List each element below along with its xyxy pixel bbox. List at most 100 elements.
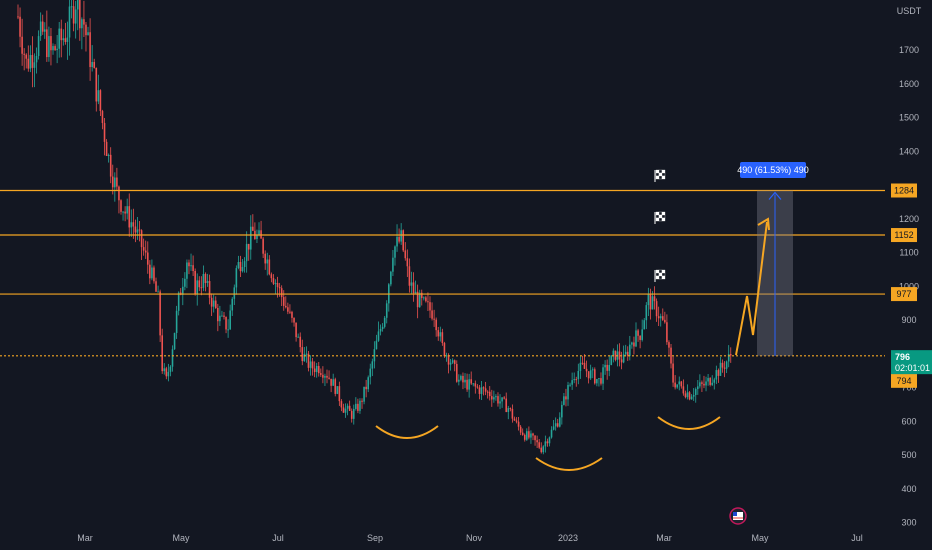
candle-body [169,366,172,372]
candle-body [132,222,135,227]
candle-body [70,6,73,8]
candle-body [326,375,328,378]
flag-square [661,169,666,174]
candle-body [713,379,716,383]
candle-body [79,0,81,29]
candle-body [505,398,508,413]
candle-body [361,400,363,402]
candle-body [122,211,124,213]
candle-body [729,354,732,356]
candle-body [668,342,670,348]
candle-body [346,405,349,409]
candle-body [293,317,295,323]
candle-body [48,36,50,58]
candle-body [120,200,122,212]
candle-body [315,365,318,373]
candle-body [313,368,316,373]
level-price-label: 794 [896,376,911,386]
candle-body [439,332,442,337]
candle-body [402,230,405,251]
flag-square [655,214,660,219]
candle-body [573,379,575,381]
candle-body [633,342,635,347]
candle-body [338,386,341,402]
candle-body [153,267,155,282]
projection-arrow-head [768,191,782,200]
candle-body [416,291,419,308]
y-tick-label: 300 [901,518,916,528]
candle-body [186,262,188,279]
candle-body [536,440,538,443]
candle-body [208,281,211,298]
candle-body [705,381,707,386]
candle-body [711,382,714,385]
candle-body [497,396,499,404]
candle-body [501,397,503,402]
candle-body [173,332,176,350]
candle-body [359,400,361,411]
candle-body [307,353,310,368]
candle-body [320,373,322,375]
candle-body [412,282,415,294]
candle-body [425,297,427,302]
candle-body [575,379,578,381]
candle-body [515,420,518,422]
candle-body [383,317,386,327]
projection-label: 490 (61.53%) 490 [737,165,809,175]
candle-body [105,141,108,157]
candle-body [272,278,275,284]
candle-body [546,441,549,444]
x-tick-label: Jul [272,533,284,543]
flag-square [655,272,660,277]
candle-body [235,268,238,288]
candle-body [157,291,159,293]
flag-square [661,211,666,216]
candle-body [694,389,697,395]
flag-square [661,172,666,177]
candle-body [334,379,337,394]
candle-body [507,408,510,413]
candle-body [468,379,470,390]
candle-body [577,370,580,380]
candle-body [144,250,147,253]
candle-body [233,287,236,299]
x-tick-label: Sep [367,533,383,543]
candle-body [25,54,28,59]
flag-square [658,272,663,277]
candle-body [74,9,77,24]
candle-body [598,378,600,380]
level-price-badge [891,183,917,198]
candle-body [155,281,157,292]
candle-body [328,377,330,379]
candle-body [163,368,166,372]
candle-body [217,308,219,322]
candle-body [519,426,522,433]
candle-body [591,369,594,371]
candle-body [340,401,343,408]
candle-body [554,423,557,427]
candle-body [532,433,534,436]
flag-square [655,169,660,174]
candle-body [511,408,514,419]
candle-body [58,28,60,49]
candle-body [332,379,334,386]
candle-body [526,431,528,440]
candle-body [305,353,308,355]
candle-body [449,362,452,365]
candle-body [289,311,291,313]
candle-body [39,21,42,37]
candle-body [264,253,266,264]
candle-body [303,354,306,362]
candle-body [151,267,153,279]
candle-body [46,29,48,58]
candle-body [282,297,285,306]
candle-body [453,360,456,364]
candle-body [167,371,170,377]
candle-body [295,322,297,338]
candle-body [365,386,367,390]
candle-body [369,368,372,378]
candle-body [464,379,466,383]
candle-body [280,288,283,298]
